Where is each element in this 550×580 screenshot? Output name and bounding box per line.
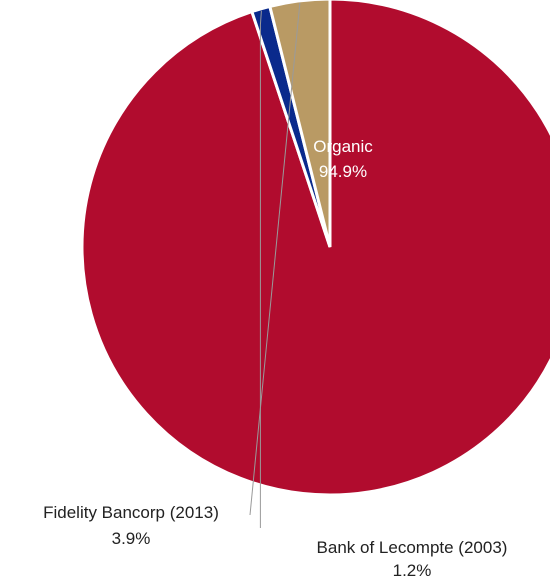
pie-slice-fidelity-bancorp-2013 (268, 0, 332, 248)
slices-layer (80, 0, 550, 497)
slice-value-organic: 94.9% (319, 162, 367, 181)
leader-line-fidelity-bancorp (249, 2, 301, 516)
leader-line-bank-of-lecompte (259, 10, 262, 528)
slice-label-organic: Organic (313, 137, 373, 156)
slice-value-fidelity-bancorp: 3.9% (112, 529, 151, 548)
slice-label-bank-of-lecompte: Bank of Lecompte (2003) (317, 538, 508, 557)
slice-value-bank-of-lecompte: 1.2% (393, 561, 432, 580)
pie-slice-organic (80, 0, 550, 497)
slice-label-fidelity-bancorp: Fidelity Bancorp (2013) (43, 503, 219, 522)
labels-layer: Organic 94.9% Fidelity Bancorp (2013) 3.… (43, 137, 507, 580)
leader-lines-layer (249, 2, 301, 528)
